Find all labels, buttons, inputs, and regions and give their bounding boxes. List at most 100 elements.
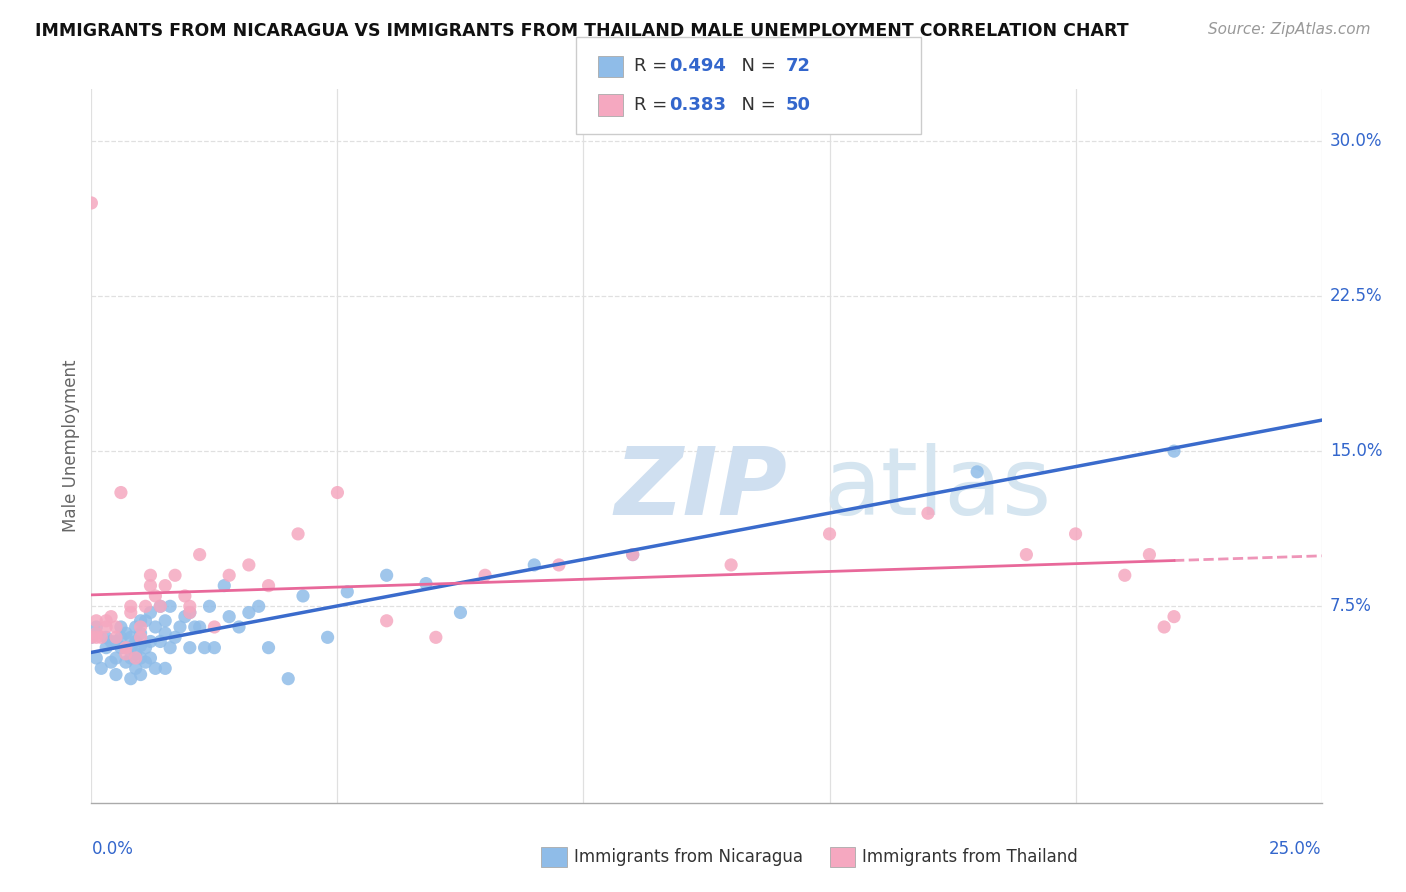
Point — [86, 620, 108, 634]
Point — [316, 630, 339, 644]
Point — [291, 589, 314, 603]
Point — [917, 506, 939, 520]
Point — [193, 640, 217, 655]
Text: ZIP: ZIP — [614, 442, 787, 535]
Point — [114, 640, 138, 655]
Point — [86, 630, 108, 644]
Point — [105, 630, 127, 644]
Point — [1163, 609, 1185, 624]
Point — [139, 579, 162, 593]
Point — [336, 584, 359, 599]
Point — [720, 558, 742, 572]
Point — [1163, 444, 1185, 458]
Point — [257, 640, 280, 655]
Point — [110, 630, 132, 644]
Point — [90, 661, 112, 675]
Point — [198, 599, 221, 614]
Text: IMMIGRANTS FROM NICARAGUA VS IMMIGRANTS FROM THAILAND MALE UNEMPLOYMENT CORRELAT: IMMIGRANTS FROM NICARAGUA VS IMMIGRANTS … — [35, 22, 1129, 40]
Point — [120, 630, 142, 644]
Point — [135, 599, 156, 614]
Point — [183, 620, 207, 634]
Text: 25.0%: 25.0% — [1270, 840, 1322, 858]
Point — [120, 672, 142, 686]
Point — [179, 606, 201, 620]
Point — [1064, 527, 1087, 541]
Point — [105, 634, 127, 648]
Point — [110, 485, 132, 500]
Point — [179, 606, 201, 620]
Point — [228, 620, 250, 634]
Point — [149, 634, 172, 648]
Point — [90, 630, 112, 644]
Point — [153, 626, 177, 640]
Point — [277, 672, 299, 686]
Text: 22.5%: 22.5% — [1330, 287, 1382, 305]
Point — [80, 630, 103, 644]
Point — [818, 527, 841, 541]
Text: 50: 50 — [786, 95, 811, 114]
Point — [202, 640, 225, 655]
Point — [100, 655, 122, 669]
Point — [114, 626, 138, 640]
Point — [238, 558, 260, 572]
Point — [621, 548, 644, 562]
Point — [415, 576, 437, 591]
Point — [174, 589, 197, 603]
Point — [149, 599, 172, 614]
Point — [114, 640, 138, 655]
Point — [114, 647, 138, 661]
Text: 7.5%: 7.5% — [1330, 598, 1372, 615]
Point — [174, 609, 197, 624]
Point — [375, 568, 398, 582]
Point — [96, 620, 117, 634]
Point — [149, 599, 172, 614]
Point — [145, 620, 166, 634]
Point — [218, 568, 240, 582]
Point — [105, 651, 127, 665]
Point — [86, 614, 108, 628]
Text: Source: ZipAtlas.com: Source: ZipAtlas.com — [1208, 22, 1371, 37]
Point — [96, 640, 117, 655]
Point — [139, 568, 162, 582]
Text: 0.0%: 0.0% — [91, 840, 134, 858]
Text: 0.494: 0.494 — [669, 57, 725, 76]
Point — [120, 640, 142, 655]
Text: R =: R = — [634, 57, 673, 76]
Point — [86, 626, 108, 640]
Point — [547, 558, 569, 572]
Point — [129, 630, 152, 644]
Point — [1153, 620, 1175, 634]
Point — [145, 661, 166, 675]
Point — [135, 655, 156, 669]
Point — [375, 614, 398, 628]
Point — [120, 606, 142, 620]
Point — [96, 614, 117, 628]
Point — [326, 485, 349, 500]
Point — [188, 620, 211, 634]
Point — [163, 630, 186, 644]
Point — [129, 626, 152, 640]
Text: 0.383: 0.383 — [669, 95, 727, 114]
Point — [159, 599, 181, 614]
Text: N =: N = — [730, 95, 782, 114]
Text: atlas: atlas — [824, 442, 1052, 535]
Point — [114, 655, 138, 669]
Point — [474, 568, 496, 582]
Point — [139, 606, 162, 620]
Point — [135, 614, 156, 628]
Point — [124, 661, 146, 675]
Point — [129, 614, 152, 628]
Point — [129, 620, 152, 634]
Point — [100, 609, 122, 624]
Point — [145, 589, 166, 603]
Point — [100, 634, 122, 648]
Point — [105, 667, 127, 681]
Point — [966, 465, 988, 479]
Point — [523, 558, 546, 572]
Y-axis label: Male Unemployment: Male Unemployment — [62, 359, 80, 533]
Point — [212, 579, 235, 593]
Point — [425, 630, 447, 644]
Point — [124, 651, 146, 665]
Point — [169, 620, 191, 634]
Point — [449, 606, 471, 620]
